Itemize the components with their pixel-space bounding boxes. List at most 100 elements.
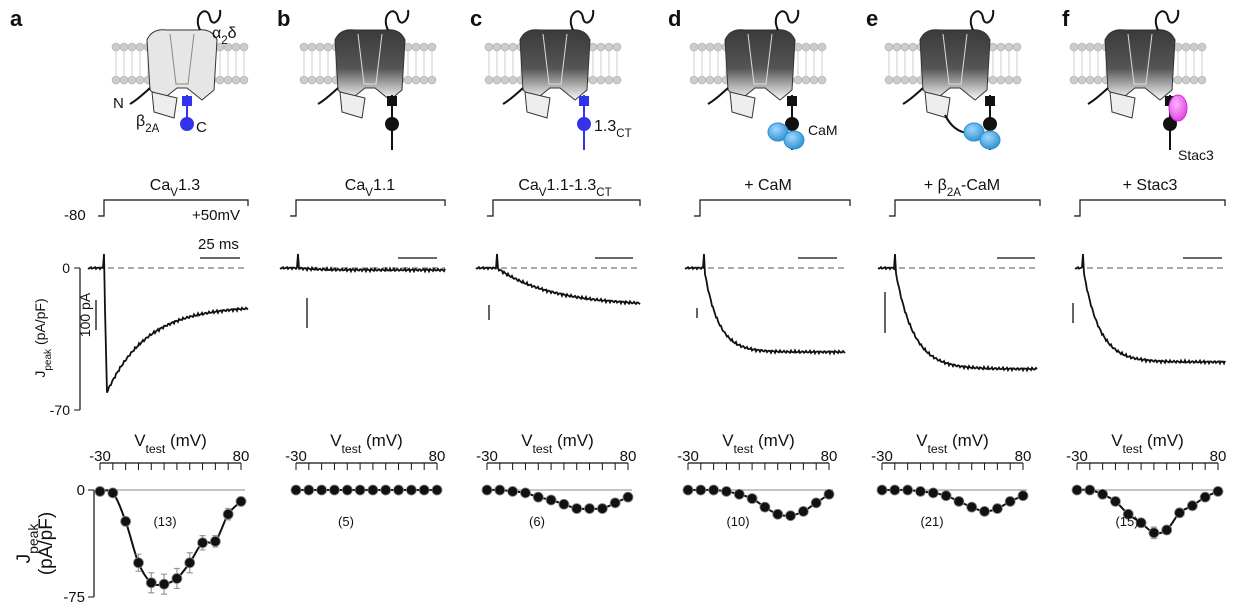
channel-body — [146, 29, 218, 101]
panel-letter: e — [866, 6, 878, 31]
data-point — [733, 488, 745, 500]
beta-subunit — [1109, 91, 1136, 119]
condition-title-part: + Stac3 — [1123, 177, 1178, 194]
data-point — [810, 497, 822, 509]
lipid-head — [1077, 75, 1087, 85]
panel-letter: d — [668, 6, 681, 31]
condition-title-part: + β — [924, 177, 947, 194]
cam-lobe — [783, 130, 805, 150]
data-point — [133, 557, 144, 569]
data-point — [367, 484, 379, 496]
lipid-head — [892, 75, 902, 85]
data-point — [1004, 496, 1016, 507]
data-point — [158, 578, 170, 590]
alpha2delta — [384, 9, 410, 31]
voltage-step — [1074, 199, 1226, 217]
lipid-head — [419, 75, 429, 85]
data-point — [622, 491, 634, 503]
condition-title-part: 1.1-1.3 — [546, 177, 596, 194]
condition-title-part: 2A — [947, 187, 961, 199]
n-label: (6) — [529, 514, 545, 529]
lipid-head — [892, 42, 902, 52]
lipid-head — [612, 75, 622, 85]
lipid-head — [1085, 42, 1095, 52]
lipid-head — [231, 42, 241, 52]
data-point — [596, 503, 608, 514]
n-label: (21) — [920, 514, 943, 529]
data-point — [354, 484, 366, 496]
ct-label-part: CT — [616, 128, 631, 140]
lipid-head — [323, 42, 333, 52]
lipid-head — [809, 42, 819, 52]
data-point — [558, 498, 570, 510]
n-term — [902, 87, 924, 105]
x-axis-label-part: test — [533, 442, 553, 456]
data-point — [1135, 517, 1147, 529]
voltage-step — [487, 199, 641, 217]
lipid-head — [419, 42, 429, 52]
data-point — [494, 484, 506, 496]
lipid-head — [411, 75, 421, 85]
lipid-head — [908, 75, 918, 85]
data-point — [927, 487, 939, 499]
x-axis-label-part: test — [734, 442, 754, 456]
y-label-part: (pA/pF) — [36, 512, 57, 575]
v-hold-label: -80 — [64, 207, 86, 224]
alpha2delta — [969, 9, 995, 31]
v-test-label: +50mV — [192, 207, 240, 224]
trace-min-label: -70 — [50, 402, 70, 418]
data-point — [545, 494, 557, 506]
x-axis-label: Vtest (mV) — [722, 431, 795, 456]
lipid-head — [713, 75, 723, 85]
x-axis-label-part: test — [928, 442, 948, 456]
lipid-head — [884, 75, 894, 85]
channel-body — [1104, 29, 1176, 101]
data-point — [209, 535, 221, 547]
lipid-head — [689, 42, 699, 52]
beta-subunit — [524, 91, 551, 119]
beta-label: β2A — [136, 113, 160, 135]
n-term — [707, 87, 729, 105]
lipid-head — [119, 75, 129, 85]
linker-square — [787, 96, 797, 106]
current-bar-label: 100 pA — [77, 292, 93, 337]
channel-schematic — [689, 9, 827, 119]
trace-y-label-part: peak — [43, 348, 54, 371]
x-tick-label: 80 — [1015, 448, 1032, 465]
linker-circle — [1163, 117, 1177, 131]
data-point — [940, 490, 952, 502]
lipid-head — [689, 75, 699, 85]
linker-circle — [180, 117, 194, 131]
data-point — [721, 486, 732, 497]
lipid-head — [411, 42, 421, 52]
lipid-head — [492, 75, 502, 85]
c-term-label: C — [196, 119, 207, 136]
data-point — [609, 497, 621, 509]
data-point — [393, 484, 404, 496]
x-tick-label: -30 — [476, 448, 498, 465]
lipid-head — [1197, 42, 1207, 52]
lipid-head — [996, 42, 1006, 52]
lipid-head — [793, 75, 803, 85]
x-axis-label-part: test — [146, 442, 166, 456]
data-point — [1212, 486, 1224, 497]
x-axis-label: Vtest (mV) — [521, 431, 594, 456]
lipid-head — [500, 42, 510, 52]
data-point — [405, 484, 417, 496]
lipid-head — [223, 75, 233, 85]
lipid-head — [231, 75, 241, 85]
x-axis-label-part: V — [916, 431, 928, 450]
x-axis-label-part: V — [330, 431, 342, 450]
lipid-head — [713, 42, 723, 52]
lipid-head — [492, 42, 502, 52]
data-point — [329, 484, 340, 496]
current-trace — [684, 253, 846, 356]
lipid-head — [215, 75, 225, 85]
y-tick-label: 0 — [77, 482, 85, 499]
data-point — [107, 487, 119, 499]
linker-circle — [577, 117, 591, 131]
lipid-head — [604, 42, 614, 52]
lipid-head — [1069, 42, 1079, 52]
lipid-head — [239, 42, 249, 52]
